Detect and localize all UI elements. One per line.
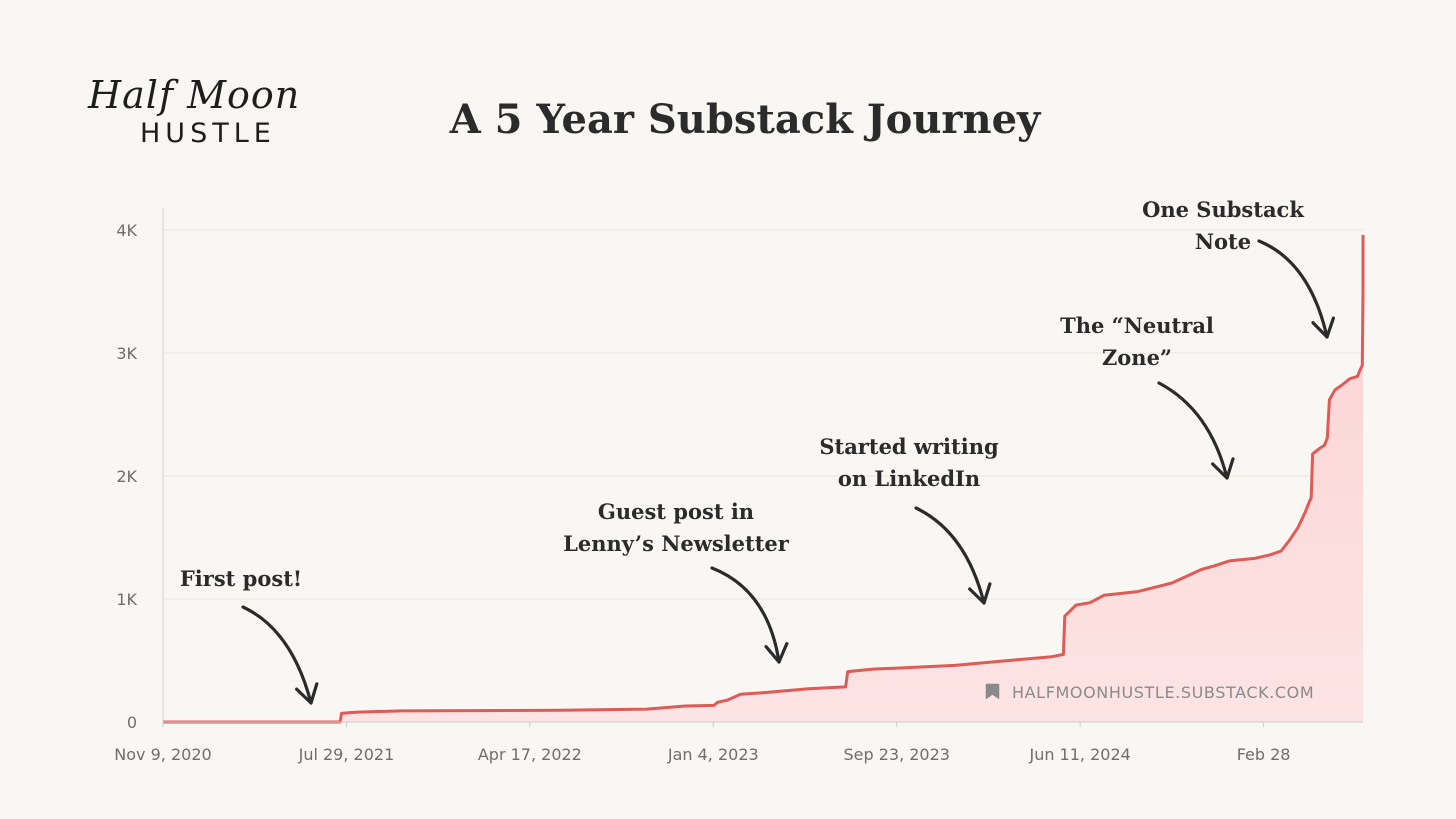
annotation-first-post: First post!	[180, 566, 319, 705]
annotations: First post! Guest post in Lenny’s Newslett…	[180, 197, 1335, 705]
annotation-label: Note	[1195, 229, 1251, 254]
series-line	[163, 234, 1365, 724]
chart-title: A 5 Year Substack Journey	[449, 96, 1042, 143]
annotation-arrow	[710, 566, 781, 664]
x-tick-label: Jan 4, 2023	[667, 745, 759, 764]
annotation-label: Zone”	[1102, 345, 1172, 370]
y-tick-label: 0	[127, 713, 137, 732]
annotation-arrow	[241, 605, 313, 705]
annotation-arrow	[914, 506, 986, 605]
annotation-label: The “Neutral	[1060, 313, 1214, 338]
y-tick-label: 3K	[116, 344, 137, 363]
x-tick-label: Jun 11, 2024	[1028, 745, 1130, 764]
x-axis-ticks: Nov 9, 2020 Jul 29, 2021 Apr 17, 2022 Jan 4…	[114, 722, 1290, 764]
watermark: HALFMOONHUSTLE.SUBSTACK.COM	[985, 683, 1314, 702]
annotation-arrow	[1157, 381, 1229, 480]
y-tick-label: 2K	[116, 467, 137, 486]
brand-logo: Half Moon HUSTLE	[87, 73, 300, 149]
annotation-label: One Substack	[1142, 197, 1304, 222]
annotation-label: Guest post in	[598, 499, 754, 524]
brand-script: Half Moon	[87, 73, 300, 117]
y-axis-ticks: 0 1K 2K 3K 4K	[116, 221, 137, 732]
annotation-label: Started writing	[819, 434, 999, 459]
y-tick-label: 1K	[116, 590, 137, 609]
bookmark-icon	[985, 683, 1000, 700]
annotation-linkedin: Started writing on LinkedIn	[819, 434, 999, 605]
annotation-arrow	[1257, 239, 1329, 339]
watermark-text: HALFMOONHUSTLE.SUBSTACK.COM	[1012, 683, 1314, 702]
annotation-arrowhead	[968, 582, 992, 605]
annotation-arrowhead	[764, 642, 789, 664]
y-tick-label: 4K	[116, 221, 137, 240]
x-tick-label: Feb 28	[1237, 745, 1291, 764]
annotation-label: on LinkedIn	[838, 466, 980, 491]
x-tick-label: Sep 23, 2023	[843, 745, 950, 764]
area-fill	[163, 234, 1363, 722]
annotation-arrowhead	[1311, 316, 1335, 339]
x-tick-label: Apr 17, 2022	[478, 745, 582, 764]
annotation-label: First post!	[180, 566, 302, 591]
annotation-substack-note: One Substack Note	[1142, 197, 1335, 339]
x-tick-label: Nov 9, 2020	[114, 745, 211, 764]
annotation-neutral-zone: The “Neutral Zone”	[1060, 313, 1235, 480]
annotation-label: Lenny’s Newsletter	[563, 531, 790, 556]
brand-caps: HUSTLE	[140, 118, 276, 149]
annotation-arrowhead	[295, 682, 319, 705]
annotation-guest-post: Guest post in Lenny’s Newsletter	[563, 499, 790, 664]
x-tick-label: Jul 29, 2021	[298, 745, 395, 764]
annotation-arrowhead	[1211, 457, 1235, 480]
